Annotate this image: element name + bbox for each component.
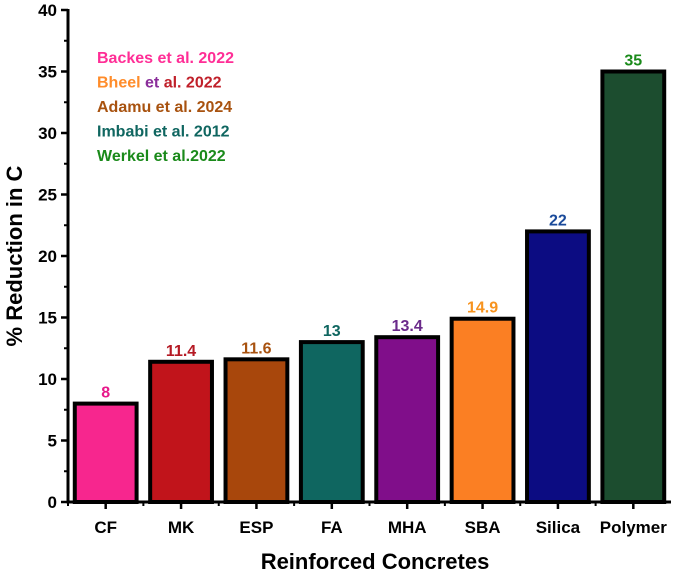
value-label-cf: 8 <box>101 385 110 402</box>
labels-layer: 8 CF 11.4 MK 11.6 ESP 13 FA 13.4 MHA 14.9 SBA 22 Sili… <box>2 1 667 574</box>
x-axis-title: Reinforced Concretes <box>261 549 490 574</box>
legend-entry: Bheel et al. 2022 <box>97 75 222 92</box>
x-tick-label-mha: MHA <box>388 518 427 537</box>
bar-mk <box>148 359 214 504</box>
value-label-esp: 11.6 <box>241 340 271 357</box>
x-tick-label-polymer: Polymer <box>600 518 667 537</box>
y-tick-label-20: 20 <box>38 247 57 266</box>
value-label-silica: 22 <box>549 212 567 229</box>
y-tick-label-25: 25 <box>38 186 57 205</box>
legend-entry-text: Bheel <box>97 75 141 92</box>
axes-layer <box>61 8 671 509</box>
bars-layer <box>72 69 667 505</box>
legend-entry-text: et <box>141 75 160 92</box>
legend-entry-text: al. 2022 <box>159 75 221 92</box>
legend-entry: Adamu et al. 2024 <box>97 99 232 116</box>
value-label-mha: 13.4 <box>392 318 423 335</box>
value-label-sba: 14.9 <box>467 300 498 317</box>
legend-entry: Werkel et al.2022 <box>97 148 226 165</box>
legend-entry-text: Werkel et al.2022 <box>97 148 226 165</box>
value-label-polymer: 35 <box>624 53 642 70</box>
legend: Backes et al. 2022 Bheel et al. 2022 Adamu… <box>97 50 234 165</box>
legend-entry: Backes et al. 2022 <box>97 50 234 67</box>
y-tick-label-10: 10 <box>38 370 57 389</box>
y-axis-title: % Reduction in C <box>2 165 27 346</box>
value-label-mk: 11.4 <box>166 343 196 360</box>
x-tick-label-fa: FA <box>321 518 343 537</box>
y-tick-label-0: 0 <box>48 493 57 512</box>
legend-entry-text: Backes et al. 2022 <box>97 50 234 67</box>
y-tick-label-30: 30 <box>38 124 57 143</box>
bar-sba <box>449 316 516 505</box>
x-tick-label-esp: ESP <box>239 518 273 537</box>
bar-silica <box>525 229 591 504</box>
bar-esp <box>223 357 290 504</box>
bar-cf <box>72 401 139 505</box>
y-tick-label-5: 5 <box>48 432 57 451</box>
legend-entry-text: Imbabi et al. 2012 <box>97 124 230 141</box>
legend-entry-text: Adamu et al. 2024 <box>97 99 232 116</box>
x-tick-label-silica: Silica <box>536 518 581 537</box>
value-label-fa: 13 <box>323 323 341 340</box>
x-tick-label-mk: MK <box>168 518 195 537</box>
x-tick-label-cf: CF <box>94 518 117 537</box>
bar-polymer <box>600 69 667 504</box>
y-tick-label-15: 15 <box>38 309 57 328</box>
y-tick-label-35: 35 <box>38 63 57 82</box>
y-tick-label-40: 40 <box>38 1 57 20</box>
bar-fa <box>298 340 365 504</box>
legend-entry: Imbabi et al. 2012 <box>97 124 230 141</box>
x-tick-label-sba: SBA <box>465 518 501 537</box>
bar-mha <box>374 335 441 504</box>
